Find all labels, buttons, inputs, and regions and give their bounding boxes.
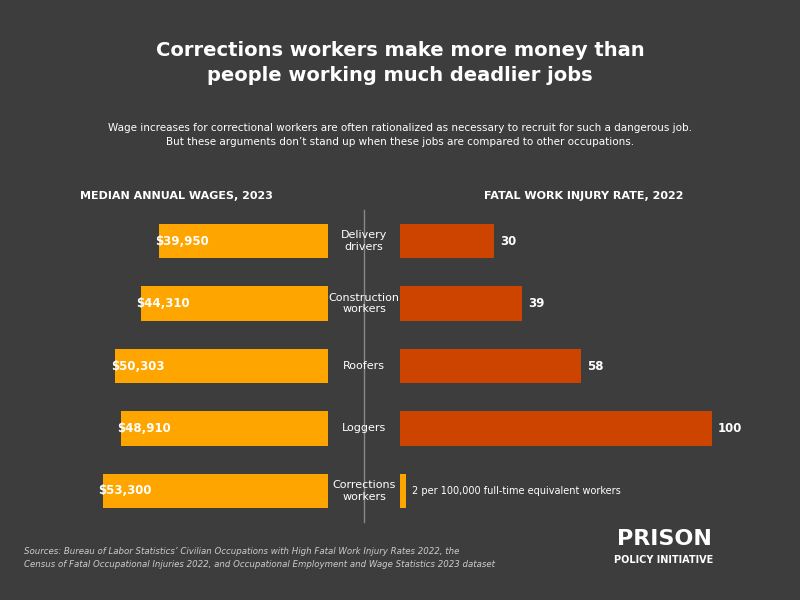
Text: 39: 39 — [528, 297, 544, 310]
Text: 30: 30 — [500, 235, 516, 248]
Text: Sources: Bureau of Labor Statistics’ Civilian Occupations with High Fatal Work I: Sources: Bureau of Labor Statistics’ Civ… — [24, 547, 495, 569]
Text: Roofers: Roofers — [343, 361, 385, 371]
Bar — [400, 286, 522, 321]
Bar — [115, 349, 328, 383]
Text: Delivery
drivers: Delivery drivers — [341, 230, 387, 252]
Bar — [400, 224, 494, 259]
Text: $48,910: $48,910 — [117, 422, 170, 435]
Text: Wage increases for correctional workers are often rationalized as necessary to r: Wage increases for correctional workers … — [108, 123, 692, 147]
Text: Construction
workers: Construction workers — [329, 293, 399, 314]
Title: MEDIAN ANNUAL WAGES, 2023: MEDIAN ANNUAL WAGES, 2023 — [79, 191, 273, 201]
Text: POLICY INITIATIVE: POLICY INITIATIVE — [614, 555, 714, 565]
Text: Loggers: Loggers — [342, 424, 386, 433]
Bar — [400, 349, 581, 383]
Text: Corrections
workers: Corrections workers — [332, 480, 396, 502]
Text: PRISON: PRISON — [617, 529, 711, 549]
Text: Corrections workers make more money than
people working much deadlier jobs: Corrections workers make more money than… — [156, 41, 644, 85]
Bar — [103, 473, 328, 508]
Text: 2 per 100,000 full-time equivalent workers: 2 per 100,000 full-time equivalent worke… — [413, 486, 622, 496]
Title: FATAL WORK INJURY RATE, 2022: FATAL WORK INJURY RATE, 2022 — [484, 191, 684, 201]
Text: $53,300: $53,300 — [98, 484, 152, 497]
Bar — [400, 473, 406, 508]
Bar — [141, 286, 328, 321]
Text: $39,950: $39,950 — [154, 235, 209, 248]
Bar — [400, 411, 712, 446]
Bar — [122, 411, 328, 446]
Text: 58: 58 — [587, 359, 604, 373]
Text: $44,310: $44,310 — [136, 297, 190, 310]
Text: 100: 100 — [718, 422, 742, 435]
Bar — [159, 224, 328, 259]
Text: $50,303: $50,303 — [111, 359, 165, 373]
